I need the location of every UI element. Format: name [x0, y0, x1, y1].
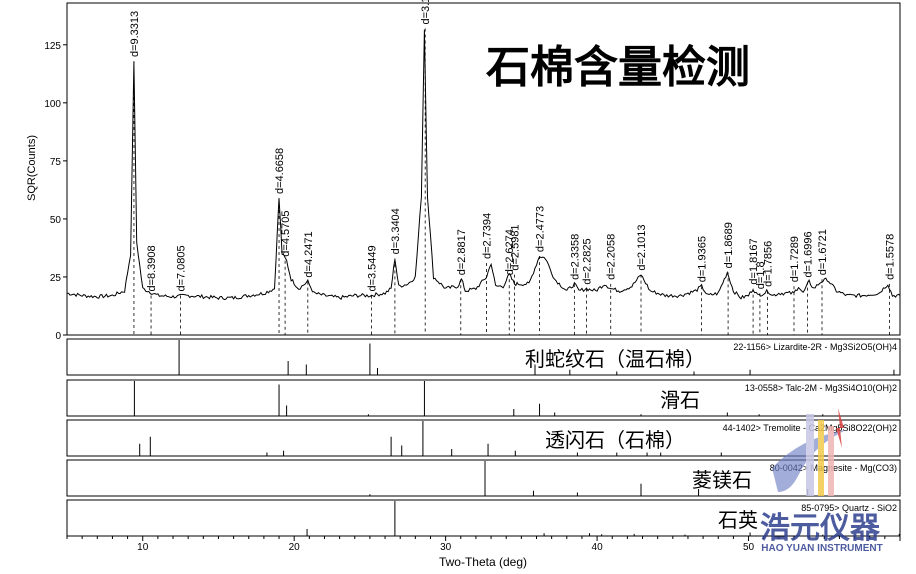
diffraction-pattern-line [67, 29, 901, 301]
y-tick-label: 25 [50, 273, 62, 284]
reference-phase-name: 透闪石（石棉） [545, 429, 685, 452]
x-tick-label: 40 [592, 542, 604, 553]
watermark-logo: 浩元仪器 HAO YUAN INSTRUMENT [760, 408, 883, 554]
reference-phase-name: 石英 [718, 509, 758, 532]
peak-label: d=1.8 [755, 261, 767, 289]
reference-card: 22-1156> Lizardite-2R - Mg3Si2O5(OH)4 [733, 342, 897, 352]
y-tick-label: 125 [44, 41, 61, 52]
peak-label: d=1.9365 [697, 236, 709, 282]
reference-panel-frame [66, 499, 901, 537]
y-axis-label: SQR(Counts) [26, 135, 38, 201]
peak-label: d=1.7856 [762, 241, 774, 287]
peak-label: d=2.1013 [636, 224, 648, 270]
reference-phase-name: 利蛇纹石（温石棉） [525, 348, 705, 371]
reference-panel: 80-0042> Magnesite - Mg(CO3)菱镁石 [66, 459, 901, 497]
peak-label: d=1.6996 [803, 231, 815, 277]
peak-label: d=4.5705 [280, 211, 292, 257]
chart-title: 石棉含量检测 [486, 42, 750, 93]
x-tick-label: 20 [289, 542, 301, 553]
reference-panel: 85-0795> Quartz - SiO2 石英 [66, 499, 901, 537]
x-tick-label: 50 [743, 542, 755, 553]
peak-label: d=2.4773 [535, 206, 547, 252]
peak-label: d=2.2825 [581, 238, 593, 284]
pattern-axes: 0 25 50 75 100 125 d=9.3313 d=8.3908 d=7.0805 d=4… [44, 0, 901, 342]
reference-panel-frame [66, 338, 901, 376]
logo-bolt-icon [836, 408, 844, 448]
peak-label: d=2.5981 [510, 224, 522, 270]
reference-panel: 44-1402> Tremolite - Ca2Mg5Si8O22(OH)2透闪… [66, 419, 901, 457]
logo-mark-icon [772, 430, 846, 492]
x-axis-label: Two-Theta (deg) [439, 555, 527, 569]
x-tick-label: 10 [137, 542, 149, 553]
peak-label: d=2.3358 [569, 234, 581, 280]
peak-label: d=8.3908 [146, 245, 158, 291]
watermark-brand: 浩元仪器 [760, 511, 881, 546]
logo-bar-icon [818, 420, 824, 496]
peak-label: d=2.6274 [504, 229, 516, 275]
peak-label: d=3.1139 [420, 0, 432, 25]
peak-label: d=1.8689 [723, 222, 735, 268]
y-tick-label: 0 [55, 331, 61, 342]
reference-panels: 22-1156> Lizardite-2R - Mg3Si2O5(OH)4 利蛇纹… [66, 338, 901, 537]
logo-bar-icon [806, 414, 814, 496]
peak-label: d=2.8817 [456, 229, 468, 275]
y-tick-label: 50 [50, 215, 62, 226]
y-tick-label: 100 [44, 99, 61, 110]
peak-label: d=7.0805 [176, 245, 188, 291]
watermark-brand-en: HAO YUAN INSTRUMENT [761, 543, 882, 554]
peak-label: d=2.7394 [482, 213, 494, 259]
reference-panel-frame [66, 419, 901, 457]
reference-panel-frame [66, 459, 901, 497]
peak-label: d=1.5578 [884, 234, 896, 280]
reference-panel: 22-1156> Lizardite-2R - Mg3Si2O5(OH)4 利蛇纹… [66, 338, 901, 376]
plot-frame [66, 2, 901, 336]
peak-label: d=1.7289 [789, 236, 801, 282]
peak-label: d=2.2058 [606, 234, 618, 280]
peak-label: d=4.6658 [274, 148, 286, 194]
reference-phase-name: 滑石 [660, 389, 700, 412]
x-axis: 10 20 30 40 50 [66, 536, 901, 553]
logo-bar-icon [828, 426, 834, 496]
reference-card: 85-0795> Quartz - SiO2 [801, 503, 897, 513]
peak-label: d=4.2471 [303, 231, 315, 277]
x-tick-label: 30 [440, 542, 452, 553]
peak-label: d=9.3313 [129, 11, 141, 57]
y-tick-label: 75 [50, 157, 62, 168]
peak-label: d=1.8167 [748, 238, 760, 284]
reference-phase-name: 菱镁石 [692, 469, 752, 492]
peak-label: d=1.6721 [817, 229, 829, 275]
reference-panel: 13-0558> Talc-2M - Mg3Si4O10(OH)2 滑石 [66, 379, 901, 417]
reference-panel-frame [66, 379, 901, 417]
reference-card: 13-0558> Talc-2M - Mg3Si4O10(OH)2 [745, 383, 897, 393]
peak-label: d=3.5449 [366, 245, 378, 291]
peak-label: d=3.3404 [390, 208, 402, 254]
